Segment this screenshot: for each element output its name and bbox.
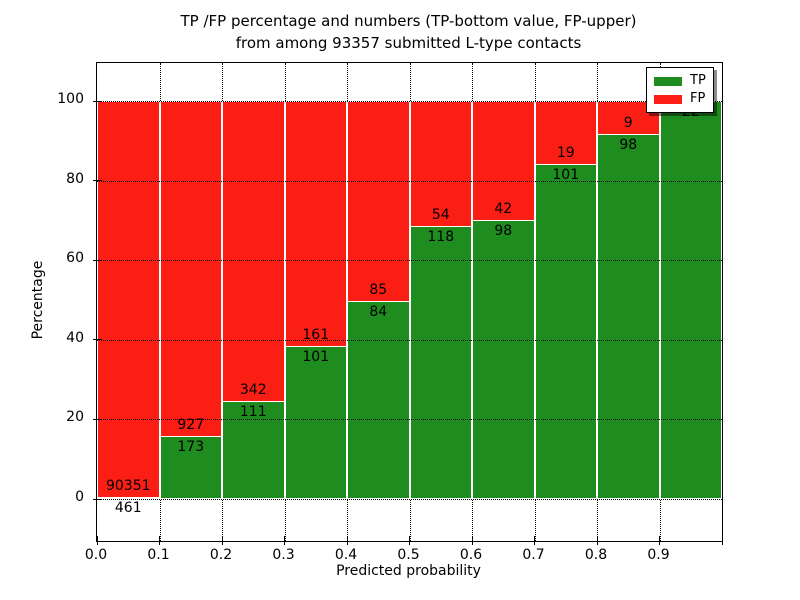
tp-count-label: 101 [552, 167, 580, 184]
y-tick-mark [93, 259, 102, 261]
horizontal-gridline [97, 339, 722, 341]
x-tick-mark [534, 536, 535, 545]
tp-count-label: 98 [494, 223, 513, 240]
bar-segment-fp [409, 101, 472, 226]
x-tick-label: 0.0 [84, 547, 108, 563]
x-tick-mark [409, 536, 410, 545]
legend-item-fp: FP [647, 92, 713, 106]
fp-count-label: 927 [177, 417, 205, 434]
y-tick-mark [93, 180, 102, 182]
tp-count-label: 98 [619, 137, 638, 154]
x-tick-mark [284, 536, 285, 545]
chart-title: TP /FP percentage and numbers (TP-bottom… [96, 10, 721, 54]
legend: TP FP [646, 67, 714, 113]
chart-title-line1: TP /FP percentage and numbers (TP-bottom… [180, 12, 637, 30]
bar-segment-fp [97, 101, 160, 497]
tp-count-label: 118 [427, 228, 455, 245]
bar-segment-fp [472, 101, 535, 221]
bar-segment-fp [222, 101, 285, 402]
fp-count-label: 42 [494, 201, 513, 218]
bar-segment-fp [347, 101, 410, 302]
y-tick-label: 20 [66, 409, 84, 426]
x-tick-label: 0.7 [522, 547, 545, 563]
fp-count-label: 161 [302, 326, 330, 343]
legend-label: FP [690, 91, 706, 106]
y-tick-label: 80 [66, 170, 84, 187]
fp-count-label: 19 [556, 145, 575, 162]
y-tick-label: 0 [75, 489, 84, 505]
legend-patch-fp [654, 94, 682, 104]
legend-item-tp: TP [647, 74, 713, 88]
x-tick-mark [346, 536, 348, 545]
fp-count-label: 54 [431, 206, 450, 223]
y-tick-label: 60 [66, 250, 84, 267]
x-tick-label: 0.8 [584, 547, 608, 563]
horizontal-gridline [97, 499, 722, 500]
x-tick-label: 0.6 [459, 547, 483, 563]
fp-count-label: 342 [239, 382, 267, 399]
bar-segment-tp [347, 301, 410, 499]
x-tick-label: 0.3 [272, 547, 295, 563]
x-tick-mark [721, 536, 723, 545]
bar-segment-tp [222, 401, 285, 499]
x-tick-mark [96, 536, 98, 545]
y-tick-mark [93, 418, 102, 420]
bar-segment-tp [97, 496, 160, 499]
bar-segment-tp [472, 220, 535, 499]
tp-count-label: 84 [369, 304, 388, 321]
tp-count-label: 173 [177, 439, 205, 456]
plot-area: TP FP 90351 461 927 173 342 111 161 101 85 84 54 118… [93, 62, 723, 545]
horizontal-gridline [97, 180, 722, 182]
x-tick-label: 0.2 [209, 547, 233, 563]
tp-count-label: 101 [302, 348, 330, 365]
x-tick-mark [659, 536, 660, 545]
legend-label: TP [690, 73, 706, 88]
fp-count-label: 90351 [105, 477, 151, 494]
fp-count-label: 85 [369, 282, 388, 299]
bar-segment-tp [597, 134, 660, 499]
x-tick-mark [596, 536, 598, 545]
bar-segment-tp [284, 345, 347, 499]
tp-count-label: 461 [114, 499, 142, 516]
bar-segment-tp [534, 164, 597, 499]
y-tick-label: 40 [66, 329, 84, 346]
y-tick-mark [93, 498, 102, 500]
y-tick-label: 100 [57, 91, 84, 107]
legend-patch-tp [654, 76, 682, 86]
bar-segment-tp [659, 101, 722, 499]
x-tick-label: 0.5 [397, 547, 420, 563]
x-tick-label: 0.4 [334, 547, 358, 563]
y-tick-mark [93, 339, 102, 341]
horizontal-gridline [97, 419, 722, 421]
bar-segment-tp [409, 225, 472, 499]
x-tick-mark [471, 536, 473, 545]
chart-title-line2: from among 93357 submitted L-type contac… [235, 34, 582, 52]
x-tick-label: 0.1 [147, 547, 170, 563]
axis-title-x: Predicted probability [336, 563, 481, 579]
bar-segment-tp [159, 436, 222, 499]
tp-count-label: 111 [239, 404, 267, 421]
bar-segment-fp [159, 101, 222, 437]
x-tick-mark [221, 536, 223, 545]
x-tick-label: 0.9 [647, 547, 670, 563]
bar-segment-fp [284, 101, 347, 346]
y-tick-mark [93, 100, 102, 102]
horizontal-gridline [97, 101, 722, 102]
fp-count-label: 9 [623, 115, 633, 132]
horizontal-gridline [97, 260, 722, 262]
x-tick-mark [159, 536, 160, 545]
